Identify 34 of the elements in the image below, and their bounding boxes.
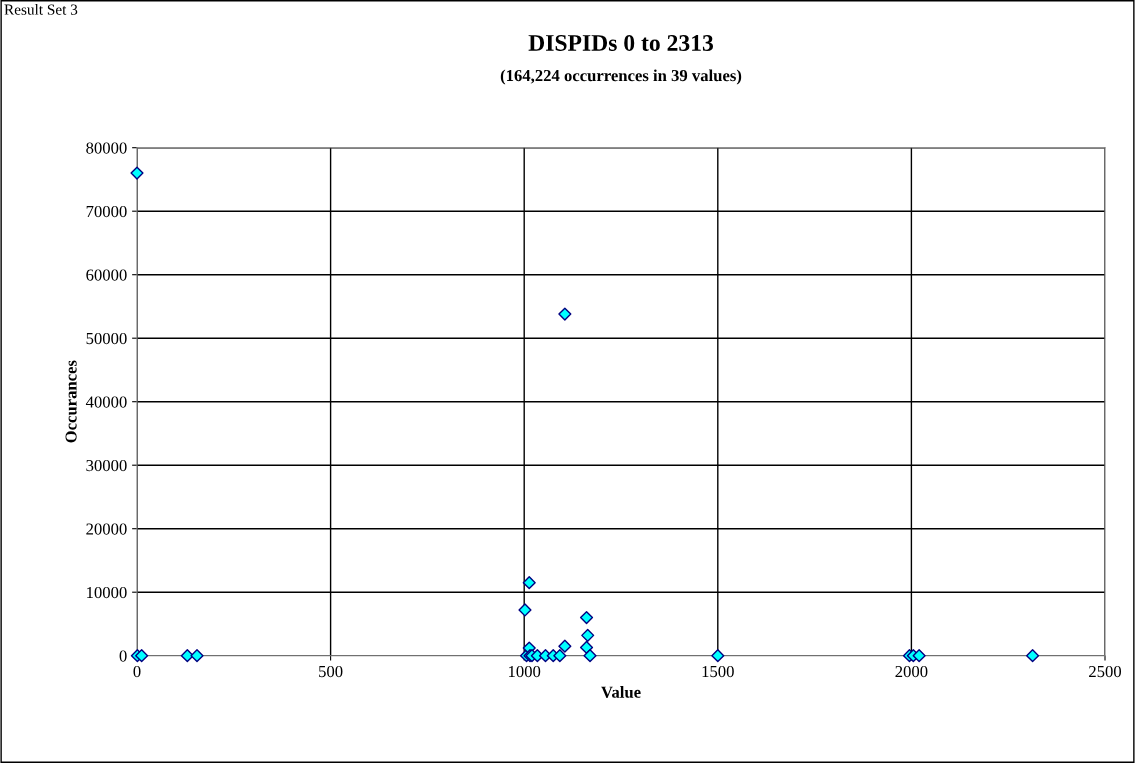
y-tick-label: 40000 xyxy=(85,396,127,408)
chart-title: DISPIDs 0 to 2313 xyxy=(528,34,713,51)
y-tick-label: 30000 xyxy=(86,459,127,472)
x-tick-label: 2500 xyxy=(1089,665,1122,678)
y-tick-label: 80000 xyxy=(86,142,127,154)
point xyxy=(558,307,572,321)
y-axis-title: Occurances xyxy=(65,360,77,443)
point xyxy=(190,649,204,663)
point xyxy=(711,649,725,663)
x-tick-label: 0 xyxy=(133,665,141,678)
point xyxy=(135,649,149,663)
point xyxy=(581,628,595,642)
x-tick-label: 2000 xyxy=(895,665,928,678)
y-tick-label: 60000 xyxy=(86,269,127,281)
point xyxy=(912,649,926,663)
y-tick-label: 50000 xyxy=(86,332,127,345)
x-axis-title: Value xyxy=(601,686,641,698)
x-tick-label: 1500 xyxy=(702,665,734,678)
point xyxy=(518,603,532,617)
x-tick-label: 1000 xyxy=(509,665,541,678)
y-tick-label: 70000 xyxy=(86,205,127,218)
chart-subtitle: (164,224 occurrences in 39 values) xyxy=(500,69,742,85)
point xyxy=(522,576,536,590)
y-tick-label: 20000 xyxy=(86,523,127,535)
y-tick-label: 0 xyxy=(119,650,127,662)
point xyxy=(553,649,567,663)
y-tick-label: 10000 xyxy=(87,586,127,599)
x-tick-label: 500 xyxy=(319,665,343,678)
point xyxy=(583,649,597,663)
point xyxy=(130,166,144,180)
point xyxy=(558,639,572,653)
text: Result Set 3 xyxy=(4,4,78,15)
point xyxy=(1026,649,1040,663)
point xyxy=(579,611,594,625)
